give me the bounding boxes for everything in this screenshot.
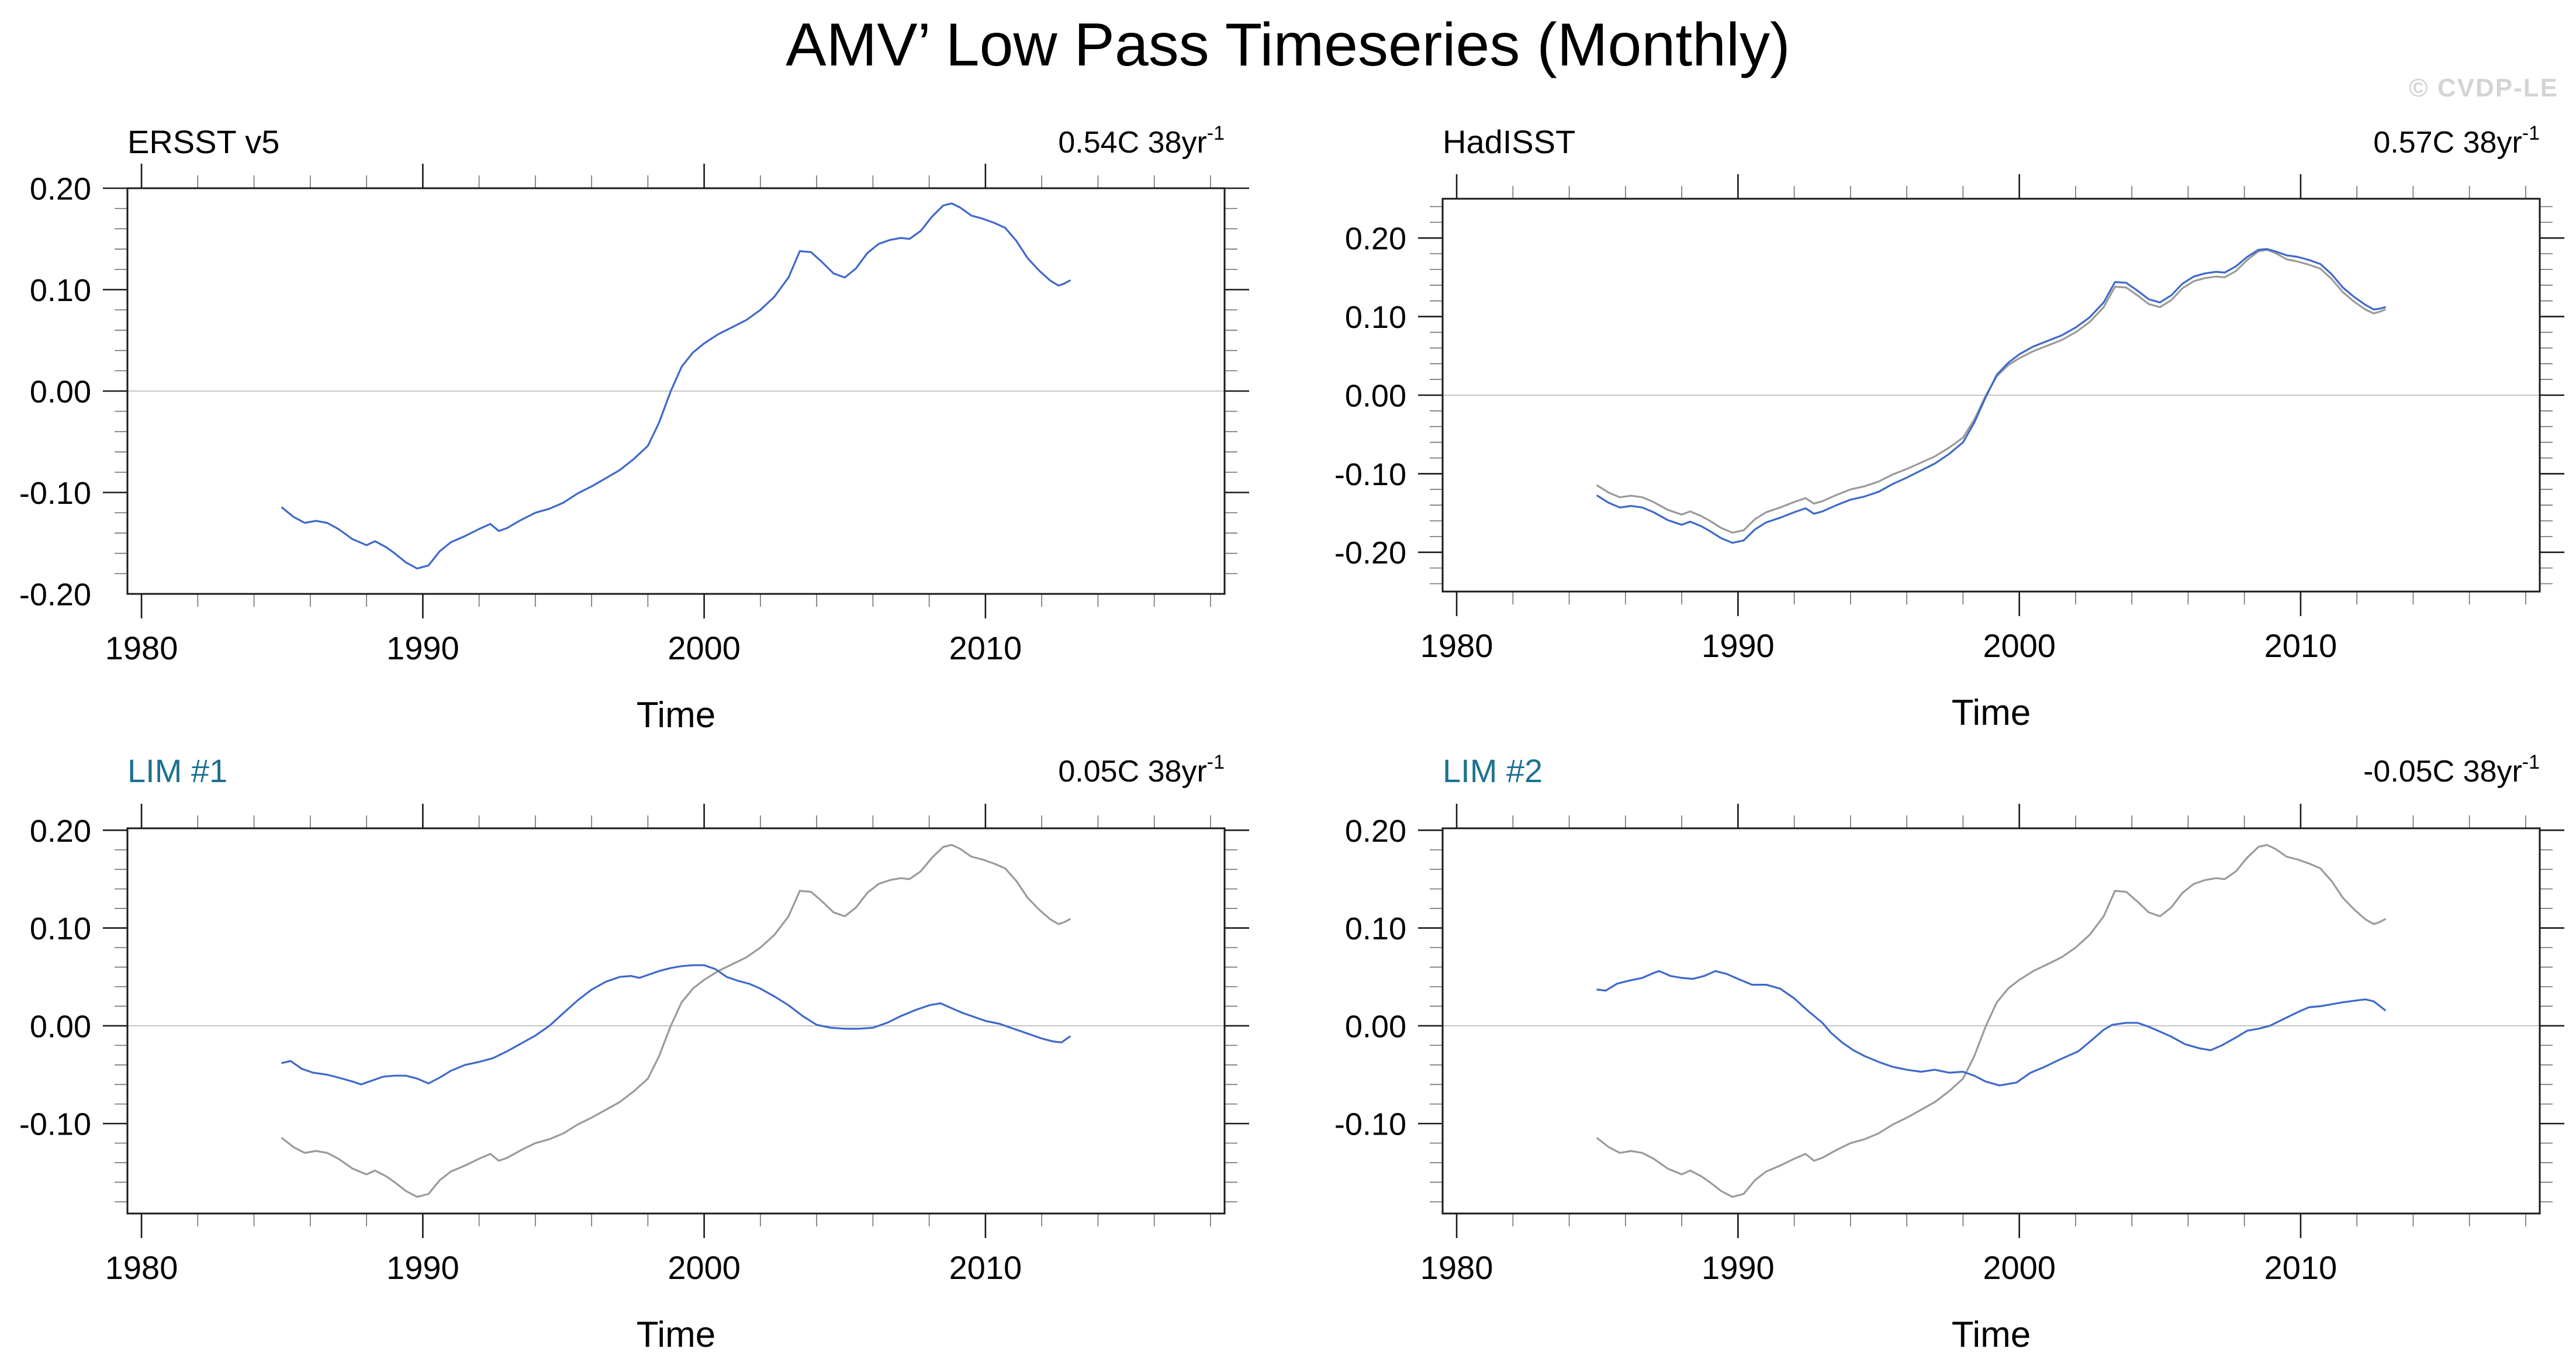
x-tick-label: 2010 bbox=[2264, 627, 2338, 664]
x-axis-title: Time bbox=[1952, 693, 2031, 733]
plot-frame bbox=[1441, 198, 2541, 593]
y-axis-ticks bbox=[1418, 829, 2564, 1202]
x-tick-label: 1990 bbox=[386, 1249, 459, 1286]
y-tick-label: -0.20 bbox=[1334, 535, 1406, 571]
y-tick-label: 0.20 bbox=[30, 171, 91, 206]
y-tick-label: 0.10 bbox=[30, 273, 91, 308]
x-tick-label: 1980 bbox=[1420, 627, 1493, 664]
panel-2: 0.20 0.10 0.00 -0.10 1980 1990 2000 2010 Time bbox=[19, 804, 1249, 1355]
y-tick-label: 0.00 bbox=[30, 1009, 91, 1044]
trend-label-lim2: -0.05C 38yr-1 bbox=[2363, 751, 2540, 789]
trend-exponent: -1 bbox=[2522, 122, 2540, 144]
y-tick-label: 0.20 bbox=[1345, 222, 1406, 257]
x-tick-label: 1980 bbox=[105, 1249, 178, 1286]
series-line-hadisst bbox=[1596, 248, 2386, 544]
y-axis-labels: 0.20 0.10 0.00 -0.10 bbox=[1334, 814, 1406, 1142]
y-tick-label: 0.00 bbox=[1345, 1009, 1406, 1044]
x-tick-label: 2010 bbox=[949, 1249, 1022, 1286]
x-tick-label: 2000 bbox=[1983, 627, 2056, 664]
x-axis-title: Time bbox=[1952, 1315, 2031, 1355]
trend-label-lim1: 0.05C 38yr-1 bbox=[1058, 751, 1225, 789]
watermark: © CVDP-LE bbox=[2409, 74, 2558, 102]
series-line-ersst_v5 bbox=[281, 202, 1071, 570]
y-axis-ticks bbox=[103, 829, 1249, 1202]
x-tick-label: 2010 bbox=[949, 630, 1022, 666]
x-axis-labels: 1980 1990 2000 2010 bbox=[105, 630, 1022, 666]
y-tick-label: -0.20 bbox=[19, 577, 91, 612]
y-axis-ticks bbox=[103, 187, 1249, 575]
y-tick-label: -0.10 bbox=[1334, 457, 1406, 492]
plot-frame bbox=[126, 187, 1226, 595]
trend-exponent: -1 bbox=[2522, 751, 2540, 773]
panel-0: 0.20 0.10 0.00 -0.10 -0.20 1980 1990 2000 2010 Ti… bbox=[19, 164, 1249, 735]
series-line-ersst_v5 bbox=[1596, 843, 2386, 1198]
x-tick-label: 1990 bbox=[386, 630, 459, 666]
x-tick-label: 2010 bbox=[2264, 1249, 2338, 1286]
y-tick-label: 0.10 bbox=[1345, 300, 1406, 335]
page-title: AMV’ Low Pass Timeseries (Monthly) bbox=[786, 11, 1790, 79]
x-axis-title: Time bbox=[637, 695, 715, 735]
trend-exponent: -1 bbox=[1206, 751, 1225, 773]
x-axis-ticks bbox=[140, 164, 1211, 618]
series-line-lim1 bbox=[281, 964, 1071, 1085]
panel-title-lim2: LIM #2 bbox=[1443, 752, 1543, 789]
y-tick-label: -0.10 bbox=[1334, 1107, 1406, 1142]
series-line-lim2 bbox=[1596, 970, 2386, 1087]
y-tick-label: 0.20 bbox=[30, 814, 91, 849]
y-tick-label: 0.20 bbox=[1345, 814, 1406, 849]
trend-value: -0.05C 38yr bbox=[2363, 755, 2522, 789]
y-axis-labels: 0.20 0.10 0.00 -0.10 bbox=[19, 814, 91, 1142]
trend-value: 0.05C 38yr bbox=[1058, 755, 1207, 789]
y-tick-label: 0.00 bbox=[1345, 378, 1406, 413]
x-axis-labels: 1980 1990 2000 2010 bbox=[1420, 627, 2337, 664]
x-tick-label: 1980 bbox=[1420, 1249, 1493, 1286]
trend-label-ersst: 0.54C 38yr-1 bbox=[1058, 122, 1225, 160]
x-tick-label: 1990 bbox=[1702, 1249, 1775, 1286]
y-tick-label: -0.10 bbox=[19, 1107, 91, 1142]
panel-title-lim1: LIM #1 bbox=[127, 752, 228, 789]
x-tick-label: 2000 bbox=[1983, 1249, 2056, 1286]
x-tick-label: 1980 bbox=[105, 630, 178, 666]
plot-frame bbox=[1441, 827, 2541, 1215]
y-axis-labels: 0.20 0.10 0.00 -0.10 -0.20 bbox=[19, 171, 91, 612]
plot-frame bbox=[126, 827, 1226, 1215]
y-tick-label: 0.10 bbox=[30, 911, 91, 946]
panel-3: 0.20 0.10 0.00 -0.10 1980 1990 2000 2010 Time bbox=[1334, 804, 2564, 1355]
trend-label-hadisst: 0.57C 38yr-1 bbox=[2373, 122, 2540, 160]
y-tick-label: 0.00 bbox=[30, 374, 91, 409]
x-tick-label: 2000 bbox=[668, 630, 741, 666]
y-axis-labels: 0.20 0.10 0.00 -0.10 -0.20 bbox=[1334, 222, 1406, 571]
y-tick-label: 0.10 bbox=[1345, 911, 1406, 946]
panel-title-ersst: ERSST v5 bbox=[127, 123, 280, 160]
y-axis-ticks bbox=[1418, 206, 2564, 585]
trend-exponent: -1 bbox=[1206, 122, 1225, 144]
x-axis-labels: 1980 1990 2000 2010 bbox=[1420, 1249, 2337, 1286]
x-axis-ticks bbox=[1455, 804, 2526, 1238]
x-tick-label: 2000 bbox=[668, 1249, 741, 1286]
panel-1: 0.20 0.10 0.00 -0.10 -0.20 1980 1990 2000 2010 Ti… bbox=[1334, 174, 2564, 733]
y-tick-label: -0.10 bbox=[19, 476, 91, 511]
panel-title-hadisst: HadISST bbox=[1443, 123, 1576, 160]
trend-value: 0.57C 38yr bbox=[2373, 126, 2522, 160]
x-axis-labels: 1980 1990 2000 2010 bbox=[105, 1249, 1022, 1286]
series-line-ersst_v5 bbox=[1596, 248, 2386, 534]
trend-value: 0.54C 38yr bbox=[1058, 126, 1207, 160]
x-axis-ticks bbox=[1455, 174, 2526, 616]
x-axis-ticks bbox=[140, 804, 1211, 1238]
x-axis-title: Time bbox=[637, 1315, 715, 1355]
x-tick-label: 1990 bbox=[1702, 627, 1775, 664]
series-line-ersst_v5 bbox=[281, 843, 1071, 1198]
